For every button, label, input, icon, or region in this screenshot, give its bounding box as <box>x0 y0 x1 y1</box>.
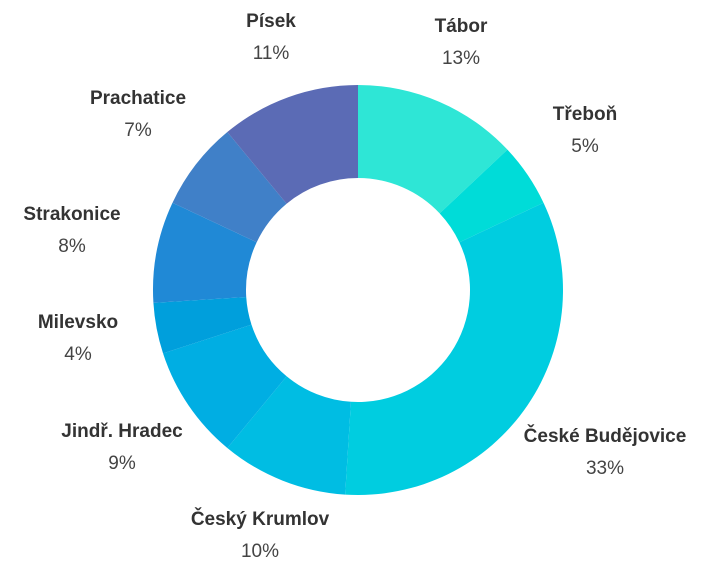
value-label: 7% <box>124 120 152 141</box>
slice-label: Český Krumlov <box>191 508 330 530</box>
donut-slice <box>153 202 257 303</box>
donut-slice <box>227 85 358 204</box>
donut-slice <box>358 85 508 214</box>
value-label: 13% <box>442 48 480 69</box>
value-label: 5% <box>571 136 599 157</box>
donut-slice <box>153 297 252 354</box>
donut-slice <box>172 132 287 243</box>
slice-label: Písek <box>246 11 296 32</box>
value-label: 11% <box>253 43 290 64</box>
slice-label: Tábor <box>435 16 488 37</box>
donut-slice <box>227 376 351 495</box>
slice-label: Jindř. Hradec <box>61 421 183 442</box>
value-label: 9% <box>108 453 136 474</box>
slice-label: Prachatice <box>90 88 186 109</box>
slice-label: Milevsko <box>38 312 118 333</box>
donut-slice <box>439 149 544 243</box>
value-label: 10% <box>241 541 279 561</box>
donut-slice <box>345 202 564 496</box>
slice-label: Strakonice <box>23 204 120 225</box>
donut-slice <box>163 324 287 448</box>
value-label: 8% <box>58 236 86 257</box>
slice-label: České Budějovice <box>524 425 687 447</box>
value-label: 4% <box>64 344 92 365</box>
slice-label: Třeboň <box>553 104 617 125</box>
value-label: 33% <box>586 458 624 479</box>
